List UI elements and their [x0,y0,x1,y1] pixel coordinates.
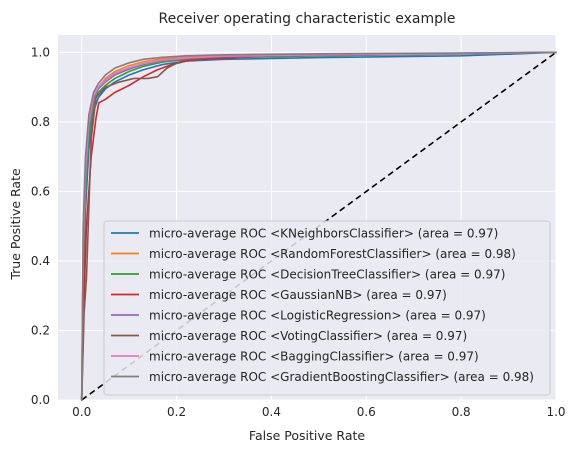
legend-entry-1: micro-average ROC <RandomForestClassifie… [149,247,516,261]
legend-entry-3: micro-average ROC <GaussianNB> (area = 0… [149,288,447,302]
chart-title: Receiver operating characteristic exampl… [158,11,455,27]
legend-entry-4: micro-average ROC <LogisticRegression> (… [149,309,486,323]
tick-labels: 0.0 0.2 0.4 0.6 0.8 1.0 0.0 0.2 0.4 0.6 0.8 1.0 [31,45,566,419]
legend-box [103,220,551,396]
series-layer [80,51,557,401]
x-tick-label: 0.4 [262,405,281,419]
series-line-5 [80,51,557,401]
y-tick-label: 0.6 [31,184,50,198]
y-tick-label: 0.8 [31,115,50,129]
legend-entry-2: micro-average ROC <DecisionTreeClassifie… [149,268,505,282]
legend-entry-6: micro-average ROC <BaggingClassifier> (a… [149,350,479,364]
series-line-7 [80,51,557,401]
x-axis-label: False Positive Rate [249,428,365,443]
y-axis-label: True Positive Rate [8,168,23,281]
x-tick-label: 0.6 [357,405,376,419]
x-tick-label: 1.0 [546,405,565,419]
legend: micro-average ROC <KNeighborsClassifier>… [103,220,551,396]
x-tick-label: 0.2 [167,405,186,419]
y-tick-label: 1.0 [31,45,50,59]
legend-entry-7: micro-average ROC <GradientBoostingClass… [149,370,534,384]
y-tick-label: 0.2 [31,323,50,337]
series-line-6 [80,51,557,401]
legend-entry-0: micro-average ROC <KNeighborsClassifier>… [149,227,498,241]
x-tick-label: 0.0 [72,405,91,419]
legend-entry-5: micro-average ROC <VotingClassifier> (ar… [149,329,467,343]
y-tick-label: 0.4 [31,254,50,268]
y-tick-label: 0.0 [31,393,50,407]
x-tick-label: 0.8 [452,405,471,419]
series-line-0 [80,51,557,401]
